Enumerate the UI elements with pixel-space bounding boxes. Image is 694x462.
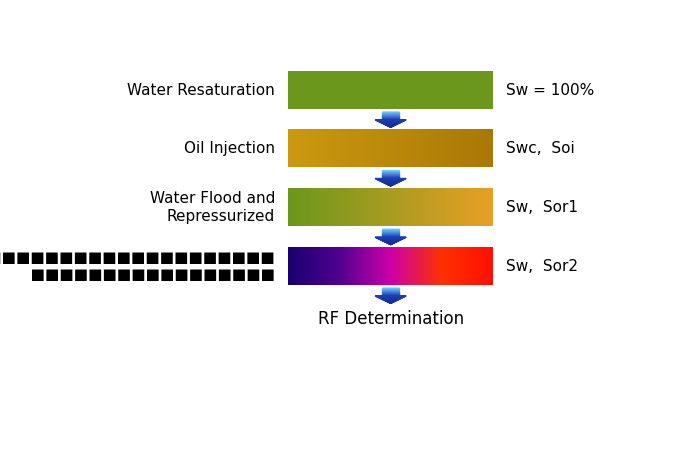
Text: Water Flood and
Repressurized: Water Flood and Repressurized bbox=[150, 191, 275, 224]
Text: RF Determination: RF Determination bbox=[318, 310, 464, 328]
Text: Sw,  Sor2: Sw, Sor2 bbox=[507, 259, 578, 274]
Text: Oil Injection: Oil Injection bbox=[184, 141, 275, 156]
Text: Water Resaturation: Water Resaturation bbox=[127, 83, 275, 97]
Text: S ■■■■■■■■■■■■■■■■■■■■■■■■■■■
   ■■■■■■■■■■■■■■■■■: S ■■■■■■■■■■■■■■■■■■■■■■■■■■■ ■■■■■■■■■■… bbox=[0, 250, 275, 282]
Text: Sw = 100%: Sw = 100% bbox=[507, 83, 595, 97]
Text: Sw,  Sor1: Sw, Sor1 bbox=[507, 200, 578, 215]
Text: Swc,  Soi: Swc, Soi bbox=[507, 141, 575, 156]
